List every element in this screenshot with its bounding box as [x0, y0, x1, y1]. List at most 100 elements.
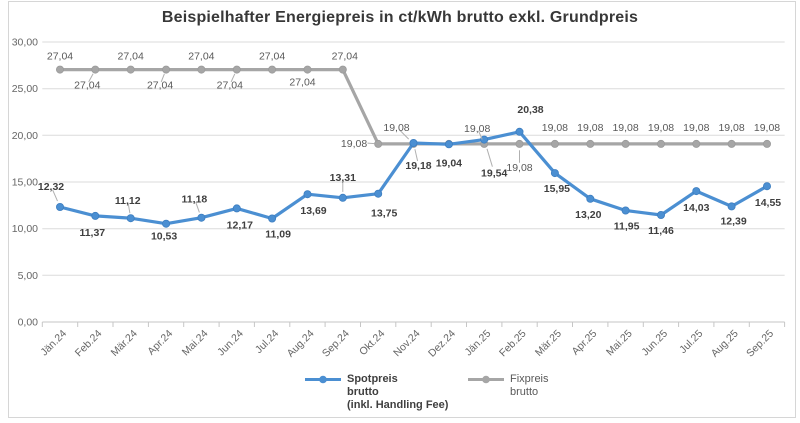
label-leader-line — [52, 189, 58, 202]
x-axis-label: Jän.24 — [38, 328, 69, 359]
fixpreis-marker — [763, 139, 772, 148]
label-leader-line — [230, 73, 236, 83]
fixpreis-data-label: 19,08 — [542, 122, 568, 134]
fixpreis-data-label: 19,08 — [577, 122, 603, 134]
spotpreis-data-label: 12,32 — [38, 181, 64, 193]
label-leader-line — [127, 203, 131, 214]
x-axis-label: Dez.24 — [426, 328, 458, 360]
spotpreis-data-label: 13,20 — [575, 209, 601, 221]
spotpreis-data-label: 11,46 — [648, 225, 674, 237]
fixpreis-data-label: 27,04 — [259, 51, 285, 63]
fixpreis-marker — [727, 139, 736, 148]
fixpreis-marker — [56, 65, 65, 74]
spotpreis-data-label: 13,31 — [330, 172, 356, 184]
spotpreis-marker — [338, 193, 347, 202]
spotpreis-data-label: 20,38 — [517, 104, 543, 116]
legend-item-spotpreis: Spotpreis brutto (inkl. Handling Fee) — [303, 373, 448, 412]
fixpreis-data-label: 19,08 — [612, 122, 638, 134]
x-axis-label: Sep.25 — [744, 328, 776, 360]
fixpreis-marker — [374, 139, 383, 148]
x-axis-label: Jun.25 — [639, 328, 670, 359]
label-leader-line — [367, 142, 375, 145]
spotpreis-marker — [126, 214, 135, 223]
x-axis-label: Feb.25 — [497, 328, 529, 360]
spotpreis-data-label: 13,69 — [300, 205, 326, 217]
x-axis-label: Mai.24 — [180, 328, 211, 359]
spotpreis-marker — [550, 169, 559, 178]
fixpreis-marker — [515, 139, 524, 148]
x-axis-label: Aug.25 — [709, 328, 741, 360]
spotpreis-marker — [657, 210, 666, 219]
fixpreis-data-label: 19,08 — [683, 122, 709, 134]
fixpreis-marker — [162, 65, 171, 74]
spotpreis-marker — [586, 194, 595, 203]
fixpreis-data-label: 27,04 — [74, 80, 100, 92]
fixpreis-marker — [550, 139, 559, 148]
spotpreis-data-label: 10,53 — [151, 231, 177, 243]
spotpreis-data-label: 13,75 — [371, 208, 397, 220]
spotpreis-marker — [515, 127, 524, 136]
fixpreis-data-label: 27,04 — [147, 80, 173, 92]
fixpreis-marker — [338, 65, 347, 74]
x-axis-label: Jul.25 — [677, 328, 705, 356]
x-axis-label: Sep.24 — [320, 328, 352, 360]
spotpreis-marker — [268, 214, 277, 223]
fixpreis-marker — [692, 139, 701, 148]
fixpreis-data-label: 19,08 — [506, 162, 532, 174]
spotpreis-data-label: 11,18 — [182, 194, 208, 206]
fixpreis-marker — [621, 139, 630, 148]
y-axis-labels: 30,00 25,00 20,00 15,00 10,00 5,00 0,00 — [12, 37, 38, 329]
y-axis-label: 0,00 — [18, 317, 39, 329]
fixpreis-data-label: 27,04 — [289, 77, 315, 89]
x-axis-label: Jul.24 — [253, 328, 281, 356]
x-axis-label: Nov.24 — [391, 328, 423, 360]
fixpreis-marker — [268, 65, 277, 74]
spotpreis-data-label: 11,09 — [265, 229, 291, 241]
fixpreis-data-label: 27,04 — [332, 51, 358, 63]
spotpreis-data-label: 14,55 — [755, 197, 781, 209]
x-axis-label: Jän.25 — [463, 328, 494, 359]
spotpreis-marker — [444, 140, 453, 149]
spotpreis-data-label: 19,18 — [405, 160, 431, 172]
spotpreis-data-labels: 12,32 11,37 11,12 10,53 11,18 12,17 11,09 13,69… — [38, 104, 781, 243]
spotpreis-marker — [727, 202, 736, 211]
x-axis-label: Feb.24 — [73, 328, 105, 360]
y-axis-label: 15,00 — [12, 177, 38, 189]
x-axis-labels: Jän.24 Feb.24 Mär.24 Apr.24 Mai.24 Jun.24 Jul.… — [38, 328, 776, 360]
spotpreis-marker — [197, 213, 206, 222]
fixpreis-data-label: 19,08 — [754, 122, 780, 134]
spotpreis-data-label: 12,39 — [720, 215, 746, 227]
spotpreis-marker — [56, 202, 65, 211]
fixpreis-marker — [232, 65, 241, 74]
fixpreis-marker — [657, 139, 666, 148]
label-leader-line — [486, 148, 493, 167]
spotpreis-data-label: 15,95 — [544, 183, 570, 195]
x-axis-label: Mär.24 — [109, 328, 140, 359]
fixpreis-marker — [91, 65, 100, 74]
x-axis-label: Mai.25 — [604, 328, 635, 359]
series-spotpreis — [56, 127, 772, 228]
gridlines — [42, 41, 785, 276]
fixpreis-data-label: 19,08 — [383, 122, 409, 134]
fixpreis-marker — [586, 139, 595, 148]
x-axis-label: Mär.25 — [533, 328, 564, 359]
fixpreis-data-label: 19,08 — [718, 122, 744, 134]
label-leader-line — [399, 129, 410, 140]
label-leader-line — [478, 130, 483, 140]
legend-label-spotpreis-line2: brutto — [347, 386, 379, 398]
spotpreis-marker — [232, 204, 241, 213]
spotpreis-data-label: 12,17 — [227, 219, 253, 231]
fixpreis-data-label: 19,08 — [464, 123, 490, 135]
y-axis-label: 5,00 — [18, 270, 39, 282]
spotpreis-marker — [303, 190, 312, 199]
spotpreis-marker — [409, 138, 418, 147]
spotpreis-data-label: 11,37 — [79, 227, 105, 239]
label-leader-line — [160, 73, 165, 83]
spotpreis-data-label: 11,12 — [115, 195, 141, 207]
fixpreis-line-sample — [468, 375, 504, 384]
spotpreis-data-label: 14,03 — [683, 202, 709, 214]
x-axis-label: Aug.24 — [285, 328, 317, 360]
spotpreis-marker — [162, 219, 171, 228]
